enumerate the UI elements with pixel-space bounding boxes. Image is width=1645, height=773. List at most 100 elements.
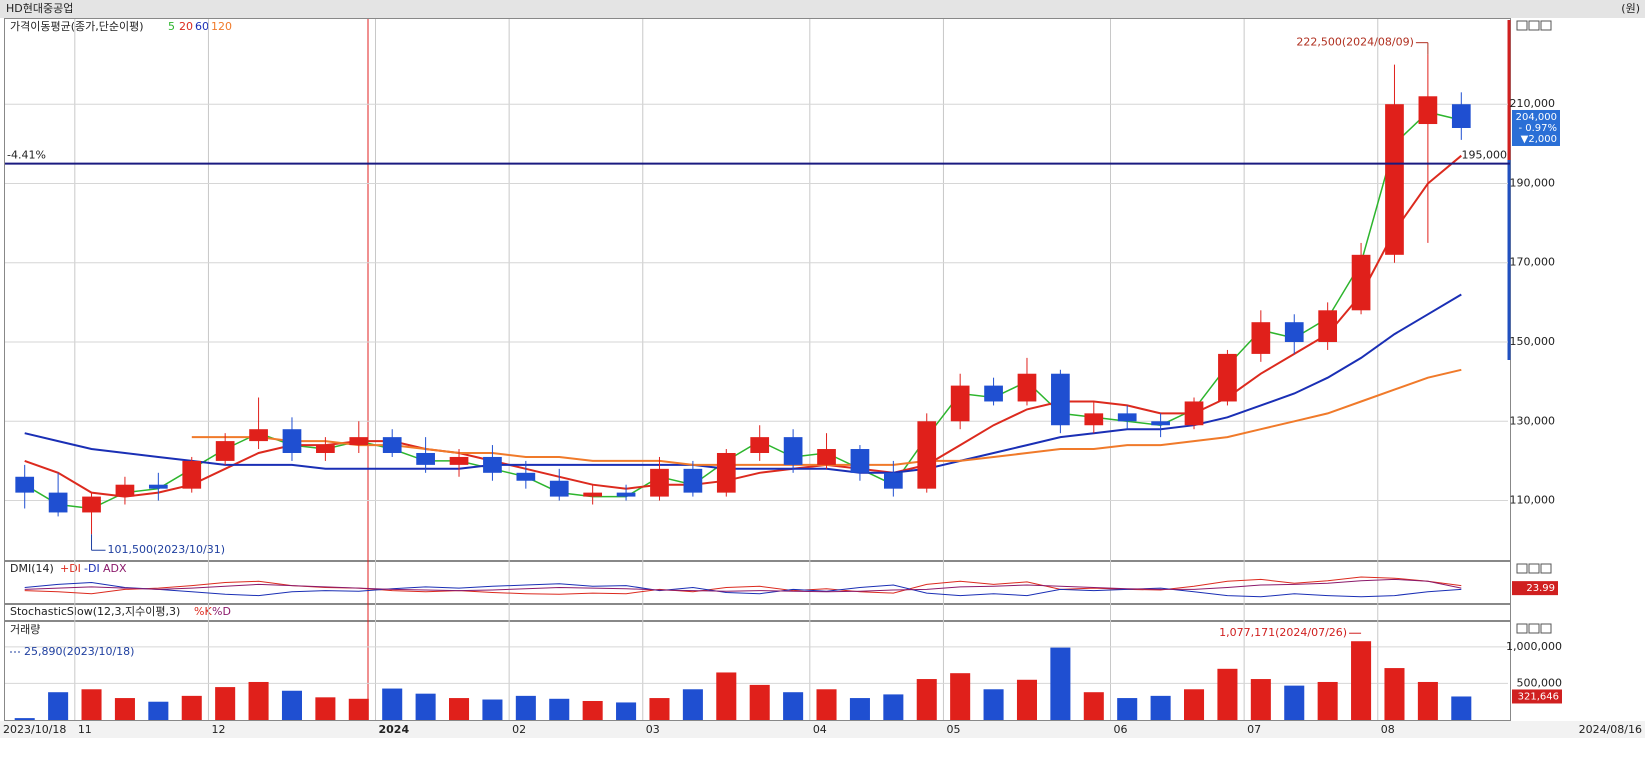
ma-title: 가격이동평균(종가,단순이평) (10, 20, 144, 33)
volume-bar (983, 689, 1004, 720)
volume-bar (1284, 685, 1305, 720)
volume-bar (1184, 689, 1205, 720)
max-annotation: 222,500(2024/08/09) (1296, 36, 1413, 49)
panel-buttons (1516, 20, 1552, 634)
volume-bar (1050, 647, 1071, 720)
candle-body (1451, 104, 1471, 128)
volume-bar (1016, 679, 1037, 720)
x-tick-label: 2024/08/16 (1579, 723, 1642, 736)
candle-body (483, 456, 502, 473)
button[interactable] (1528, 563, 1540, 574)
volume-bar (48, 692, 69, 720)
volume-bar (248, 681, 269, 720)
volume-bar (1451, 696, 1472, 720)
candle-body (1184, 401, 1204, 426)
value-box (1512, 581, 1558, 596)
candle-body (1084, 413, 1104, 426)
volume-bar (1083, 692, 1104, 720)
x-tick-label: 03 (646, 723, 660, 736)
min-annotation: 101,500(2023/10/31) (108, 543, 225, 556)
candle-body (650, 468, 669, 497)
candle-body (1418, 96, 1438, 125)
candle-body (917, 421, 937, 489)
x-tick-label: 08 (1381, 723, 1395, 736)
candle-body (549, 480, 569, 497)
value-label: 321,646 (1518, 691, 1559, 702)
legend-entry: 20 (179, 20, 193, 33)
series-line (24, 578, 1462, 593)
candle-body (1151, 421, 1170, 426)
candle-body (1385, 104, 1404, 255)
x-tick-label: 11 (78, 723, 92, 736)
dmi-title: DMI(14) (10, 562, 54, 575)
legend-entry: ADX (103, 562, 127, 575)
volume-bar (81, 689, 102, 720)
value-box (1512, 689, 1562, 704)
volume-bar (1384, 668, 1405, 720)
candle-body (349, 437, 369, 446)
candle-body (1017, 373, 1037, 402)
volume-bar (849, 698, 870, 720)
volume-bar (649, 698, 670, 720)
button[interactable] (1540, 623, 1552, 634)
dmi-panel (4, 561, 1511, 604)
max-annotation: 1,077,171(2024/07/26) (1219, 626, 1347, 639)
button[interactable] (1516, 20, 1528, 31)
candle-body (148, 484, 168, 489)
volume-bar (1317, 681, 1338, 720)
volume-bar (1150, 695, 1171, 720)
y-tick-label: 210,000 (1510, 97, 1556, 110)
candle-body (516, 472, 536, 481)
volume-bar (816, 689, 837, 720)
candle-body (716, 452, 736, 493)
x-tick-label: 12 (211, 723, 225, 736)
button[interactable] (1540, 563, 1552, 574)
volume-bar (616, 702, 637, 720)
y-tick-label: 150,000 (1510, 335, 1556, 348)
series-line (24, 576, 1462, 595)
reference-pct: -4.41% (7, 149, 46, 162)
x-tick-label: 2024 (379, 723, 410, 736)
x-tick-label: 04 (813, 723, 827, 736)
volume-bar (1250, 679, 1271, 720)
volume-bar (315, 697, 336, 720)
volume-panel (4, 621, 1511, 721)
volume-bar (415, 693, 436, 720)
volume-bar (348, 698, 369, 720)
candle-body (1284, 322, 1304, 343)
legend-entry: 5 (168, 20, 175, 33)
button[interactable] (1528, 20, 1540, 31)
volume-bar (549, 698, 570, 720)
button[interactable] (1528, 623, 1540, 634)
x-tick-label: 07 (1247, 723, 1261, 736)
stock-title: HD현대중공업 (6, 2, 73, 15)
x-tick-label: 2023/10/18 (3, 723, 66, 736)
candle-body (683, 468, 703, 493)
button[interactable] (1516, 563, 1528, 574)
candle-body (82, 496, 101, 513)
reference-label: 195,000 (1462, 149, 1508, 162)
legend-entry: 60 (195, 20, 209, 33)
volume-bar (449, 698, 470, 720)
candle-body (817, 449, 836, 465)
legend-entry: -DI (84, 562, 100, 575)
candle-body (15, 476, 35, 493)
legend-entry: %D (212, 605, 231, 618)
button[interactable] (1516, 623, 1528, 634)
candle-body (416, 452, 435, 465)
legend-entry: 120 (211, 20, 232, 33)
button[interactable] (1540, 20, 1552, 31)
candle-body (1117, 413, 1137, 422)
y-tick-label: 130,000 (1510, 414, 1556, 427)
current-price: 204,000 (1516, 112, 1557, 123)
candle-body (984, 385, 1003, 402)
volume-bar (148, 701, 169, 720)
volume-title: 거래량 (10, 623, 40, 636)
candle-body (1051, 373, 1070, 426)
candle-body (382, 437, 402, 453)
y-tick-label: 190,000 (1510, 176, 1556, 189)
date-axis (0, 721, 1645, 738)
current-change: ▼2,000 (1521, 134, 1557, 145)
x-tick-label: 02 (512, 723, 526, 736)
